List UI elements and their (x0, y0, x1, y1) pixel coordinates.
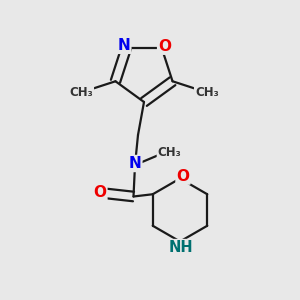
Text: NH: NH (168, 240, 193, 255)
Text: N: N (129, 156, 141, 171)
Text: O: O (93, 185, 106, 200)
Text: N: N (118, 38, 130, 53)
Text: CH₃: CH₃ (158, 146, 182, 159)
Text: O: O (176, 169, 190, 184)
Text: O: O (158, 39, 171, 54)
Text: CH₃: CH₃ (69, 86, 93, 99)
Text: CH₃: CH₃ (195, 86, 219, 99)
